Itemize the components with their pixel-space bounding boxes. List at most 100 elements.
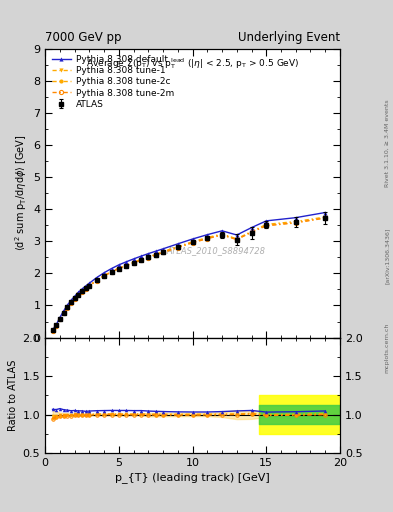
Pythia 8.308 tune-1	[176, 244, 180, 250]
Pythia 8.308 tune-2c	[76, 292, 81, 298]
Pythia 8.308 tune-1	[161, 249, 165, 255]
Pythia 8.308 tune-2m	[220, 232, 224, 238]
Pythia 8.308 tune-1	[205, 234, 210, 241]
Line: Pythia 8.308 tune-2c: Pythia 8.308 tune-2c	[50, 216, 327, 333]
Pythia 8.308 tune-2c	[205, 235, 210, 241]
Pythia 8.308 tune-1	[190, 239, 195, 245]
Pythia 8.308 tune-1	[87, 282, 92, 288]
Pythia 8.308 default	[293, 215, 298, 221]
Pythia 8.308 tune-1	[54, 323, 59, 329]
Pythia 8.308 default	[139, 253, 143, 259]
Pythia 8.308 tune-2c	[50, 328, 55, 334]
Pythia 8.308 tune-1	[116, 265, 121, 271]
Pythia 8.308 default	[205, 231, 210, 238]
Pythia 8.308 default	[190, 236, 195, 242]
Line: Pythia 8.308 default: Pythia 8.308 default	[50, 210, 327, 332]
Pythia 8.308 tune-2c	[58, 316, 62, 323]
Pythia 8.308 tune-2c	[54, 323, 59, 329]
Pythia 8.308 default	[54, 322, 59, 328]
Pythia 8.308 tune-1	[323, 214, 328, 220]
Pythia 8.308 default	[146, 250, 151, 257]
Pythia 8.308 tune-1	[264, 221, 269, 227]
Pythia 8.308 tune-2c	[109, 269, 114, 275]
Pythia 8.308 tune-1	[50, 328, 55, 334]
Pythia 8.308 default	[58, 314, 62, 321]
Pythia 8.308 tune-2m	[249, 229, 254, 236]
Pythia 8.308 tune-2c	[139, 257, 143, 263]
Pythia 8.308 tune-2m	[61, 310, 66, 316]
Pythia 8.308 tune-2c	[72, 295, 77, 302]
Pythia 8.308 tune-2c	[80, 288, 84, 294]
Pythia 8.308 tune-2c	[146, 254, 151, 260]
Pythia 8.308 tune-2c	[87, 283, 92, 289]
Pythia 8.308 tune-2m	[146, 254, 151, 261]
Pythia 8.308 default	[87, 280, 92, 286]
Pythia 8.308 default	[72, 293, 77, 300]
Pythia 8.308 tune-2m	[323, 215, 328, 221]
Legend: Pythia 8.308 default, Pythia 8.308 tune-1, Pythia 8.308 tune-2c, Pythia 8.308 tu: Pythia 8.308 default, Pythia 8.308 tune-…	[50, 53, 176, 111]
Pythia 8.308 tune-2c	[190, 239, 195, 245]
Pythia 8.308 tune-1	[109, 268, 114, 274]
Pythia 8.308 tune-2c	[161, 249, 165, 255]
Pythia 8.308 tune-2m	[65, 305, 70, 311]
Pythia 8.308 tune-1	[58, 316, 62, 322]
Y-axis label: $\langle$d$^2$ sum p$_\mathrm{T}$/d$\eta$d$\phi$$\rangle$ [GeV]: $\langle$d$^2$ sum p$_\mathrm{T}$/d$\eta…	[13, 135, 29, 251]
Pythia 8.308 tune-1	[102, 272, 107, 279]
Pythia 8.308 tune-1	[220, 231, 224, 237]
Pythia 8.308 tune-1	[69, 300, 73, 306]
Pythia 8.308 tune-2c	[234, 236, 239, 242]
Pythia 8.308 tune-2m	[124, 263, 129, 269]
Pythia 8.308 tune-2m	[139, 257, 143, 263]
Pythia 8.308 default	[220, 228, 224, 234]
Pythia 8.308 tune-2m	[80, 289, 84, 295]
Pythia 8.308 tune-2c	[102, 273, 107, 279]
Pythia 8.308 tune-2m	[153, 252, 158, 258]
Pythia 8.308 default	[76, 289, 81, 295]
Pythia 8.308 default	[61, 308, 66, 314]
Pythia 8.308 tune-2c	[69, 300, 73, 306]
Pythia 8.308 tune-2m	[50, 328, 55, 334]
Pythia 8.308 tune-2m	[264, 223, 269, 229]
Pythia 8.308 tune-2m	[161, 249, 165, 255]
Pythia 8.308 tune-2m	[234, 237, 239, 243]
Pythia 8.308 tune-2m	[176, 245, 180, 251]
Pythia 8.308 default	[50, 327, 55, 333]
Pythia 8.308 tune-2c	[323, 215, 328, 221]
Pythia 8.308 tune-2m	[76, 292, 81, 298]
Pythia 8.308 tune-2m	[102, 273, 107, 279]
Pythia 8.308 tune-2m	[83, 286, 88, 292]
Pythia 8.308 tune-2m	[109, 269, 114, 275]
Pythia 8.308 tune-1	[153, 251, 158, 258]
Pythia 8.308 default	[124, 259, 129, 265]
Pythia 8.308 tune-2m	[54, 323, 59, 329]
Pythia 8.308 tune-1	[76, 291, 81, 297]
Pythia 8.308 tune-2c	[293, 220, 298, 226]
Text: 7000 GeV pp: 7000 GeV pp	[45, 31, 122, 44]
Pythia 8.308 default	[80, 286, 84, 292]
Pythia 8.308 tune-2m	[58, 316, 62, 323]
Pythia 8.308 tune-2m	[293, 220, 298, 226]
Text: mcplots.cern.ch: mcplots.cern.ch	[385, 323, 389, 373]
Pythia 8.308 default	[69, 297, 73, 304]
Pythia 8.308 tune-1	[61, 310, 66, 316]
Pythia 8.308 tune-1	[249, 228, 254, 234]
Pythia 8.308 default	[109, 265, 114, 271]
Y-axis label: Ratio to ATLAS: Ratio to ATLAS	[8, 359, 18, 431]
Pythia 8.308 tune-2m	[69, 300, 73, 306]
Pythia 8.308 tune-2c	[61, 310, 66, 316]
Text: [arXiv:1306.3436]: [arXiv:1306.3436]	[385, 228, 389, 284]
Pythia 8.308 default	[176, 241, 180, 247]
Pythia 8.308 tune-1	[293, 219, 298, 225]
Text: Underlying Event: Underlying Event	[238, 31, 340, 44]
Pythia 8.308 tune-1	[80, 288, 84, 294]
Pythia 8.308 tune-1	[124, 262, 129, 268]
Pythia 8.308 default	[264, 218, 269, 224]
Line: Pythia 8.308 tune-2m: Pythia 8.308 tune-2m	[50, 216, 327, 333]
Pythia 8.308 default	[83, 283, 88, 289]
Pythia 8.308 tune-2m	[72, 295, 77, 302]
Text: Average $\Sigma$(p$_\mathrm{T}$) vs p$_\mathrm{T}^\mathrm{lead}$ ($|\eta|$ < 2.5: Average $\Sigma$(p$_\mathrm{T}$) vs p$_\…	[86, 56, 299, 71]
Pythia 8.308 tune-1	[83, 285, 88, 291]
Text: ATLAS_2010_S8894728: ATLAS_2010_S8894728	[167, 246, 266, 255]
Pythia 8.308 tune-1	[139, 257, 143, 263]
Pythia 8.308 default	[234, 232, 239, 238]
